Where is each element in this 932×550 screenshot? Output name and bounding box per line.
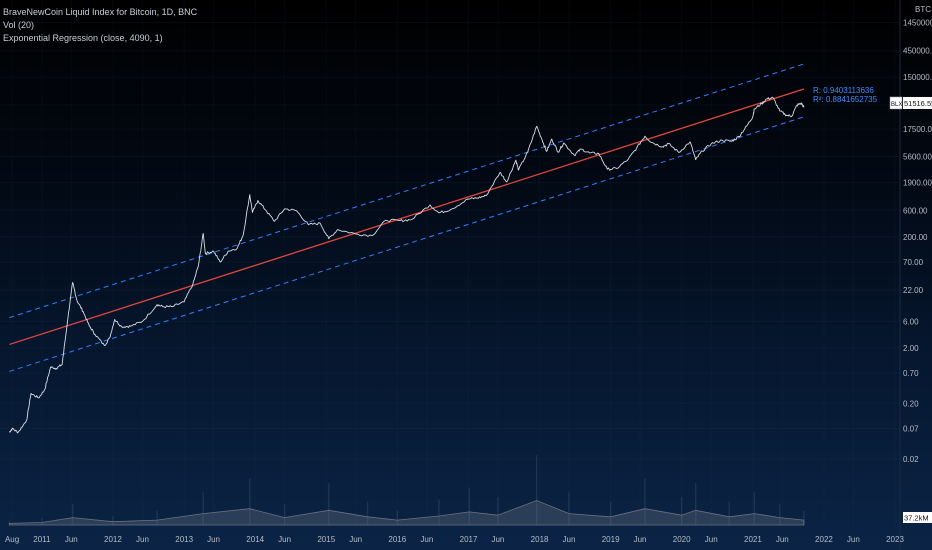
x-tick-label: 2012	[104, 535, 122, 544]
y-tick-label: 600.00	[903, 206, 928, 215]
volume-indicator-label[interactable]: Vol (20)	[3, 20, 35, 30]
regression-stats: R: 0.9403113636 R²: 0.8841652735	[813, 86, 877, 104]
price-line	[9, 96, 805, 434]
x-tick-label: 2020	[673, 535, 691, 544]
x-tick-label: Jun	[349, 535, 362, 544]
volume-ma-area	[8, 500, 805, 526]
symbol-tag-label: BLX	[891, 102, 902, 108]
volume-tag-label: 37.2kM	[904, 514, 929, 523]
upper-band-line	[9, 63, 805, 319]
volume-tag: 37.2kM	[903, 512, 932, 523]
y-tick-label: 2.00	[903, 344, 919, 353]
y-tick-label: 0.20	[903, 399, 919, 408]
y-tick-label: 4250000.00	[903, 0, 932, 2]
x-tick-label: 2013	[175, 535, 193, 544]
symbol-tag-box	[889, 96, 903, 110]
x-tick-label: 2022	[815, 535, 833, 544]
x-tick-label: 2023	[886, 535, 904, 544]
x-tick-label: 2014	[246, 535, 264, 544]
lower-band-line	[9, 116, 805, 372]
x-tick-label: Jun	[491, 535, 504, 544]
volume-layer	[8, 455, 805, 526]
y-tick-label: 450000.00	[903, 47, 932, 56]
y-tick-label: 6.00	[903, 317, 919, 326]
y-tick-label: 70.00	[903, 258, 924, 267]
regression-line	[9, 88, 805, 346]
x-tick-label: Jun	[65, 535, 78, 544]
x-tick-label: Jun	[278, 535, 291, 544]
x-tick-label: 2019	[602, 535, 620, 544]
price-tag-label: 51516.55	[904, 99, 932, 108]
x-tick-label: Jun	[420, 535, 433, 544]
y-tick-label: 5600.00	[903, 152, 932, 161]
y-tick-label: 150000.00	[903, 73, 932, 82]
r-value: R: 0.9403113636	[813, 86, 874, 95]
regression-indicator-label[interactable]: Exponential Regression (close, 4090, 1)	[3, 33, 163, 43]
symbol-title[interactable]: BraveNewCoin Liquid Index for Bitcoin, 1…	[3, 7, 198, 17]
y-tick-label: 0.07	[903, 425, 919, 434]
x-tick-label: 2018	[531, 535, 549, 544]
price-tag-box	[903, 96, 932, 109]
y-axis-unit: BTC	[915, 5, 931, 14]
chart-legend: BraveNewCoin Liquid Index for Bitcoin, 1…	[3, 6, 197, 45]
price-layer	[9, 96, 805, 434]
y-tick-label: 0.02	[903, 455, 919, 464]
y-tick-label: 1900.00	[903, 179, 932, 188]
x-tick-label: Jun	[847, 535, 860, 544]
x-tick-label: Jun	[136, 535, 149, 544]
price-axis[interactable]: 4250000.001450000.00450000.00150000.0047…	[903, 0, 932, 464]
x-tick-label: Jun	[634, 535, 647, 544]
x-tick-label: 2015	[317, 535, 335, 544]
y-tick-label: 0.70	[903, 369, 919, 378]
regression-band-layer	[9, 63, 805, 372]
x-tick-label: Jun	[563, 535, 576, 544]
x-tick-label: 2017	[460, 535, 478, 544]
x-tick-label: Jun	[705, 535, 718, 544]
r-squared-value: R²: 0.8841652735	[813, 95, 878, 104]
y-tick-label: 22.00	[903, 286, 924, 295]
x-tick-label: 2016	[388, 535, 406, 544]
x-tick-label: 2021	[744, 535, 762, 544]
x-tick-label: 2011	[33, 535, 51, 544]
volume-tag-box	[903, 512, 932, 523]
time-axis[interactable]: Aug 2011 Jun 2012 Jun 2013 Jun 2014 Jun 2015 Jun 20…	[5, 535, 904, 544]
y-tick-label: 200.00	[903, 233, 928, 242]
x-tick-label: Jun	[207, 535, 220, 544]
x-tick-label: Aug	[5, 535, 19, 544]
y-tick-label: 17500.00	[903, 125, 932, 134]
x-tick-label: Jun	[776, 535, 789, 544]
grid-layer	[0, 0, 901, 550]
y-tick-label: 1450000.00	[903, 19, 932, 28]
